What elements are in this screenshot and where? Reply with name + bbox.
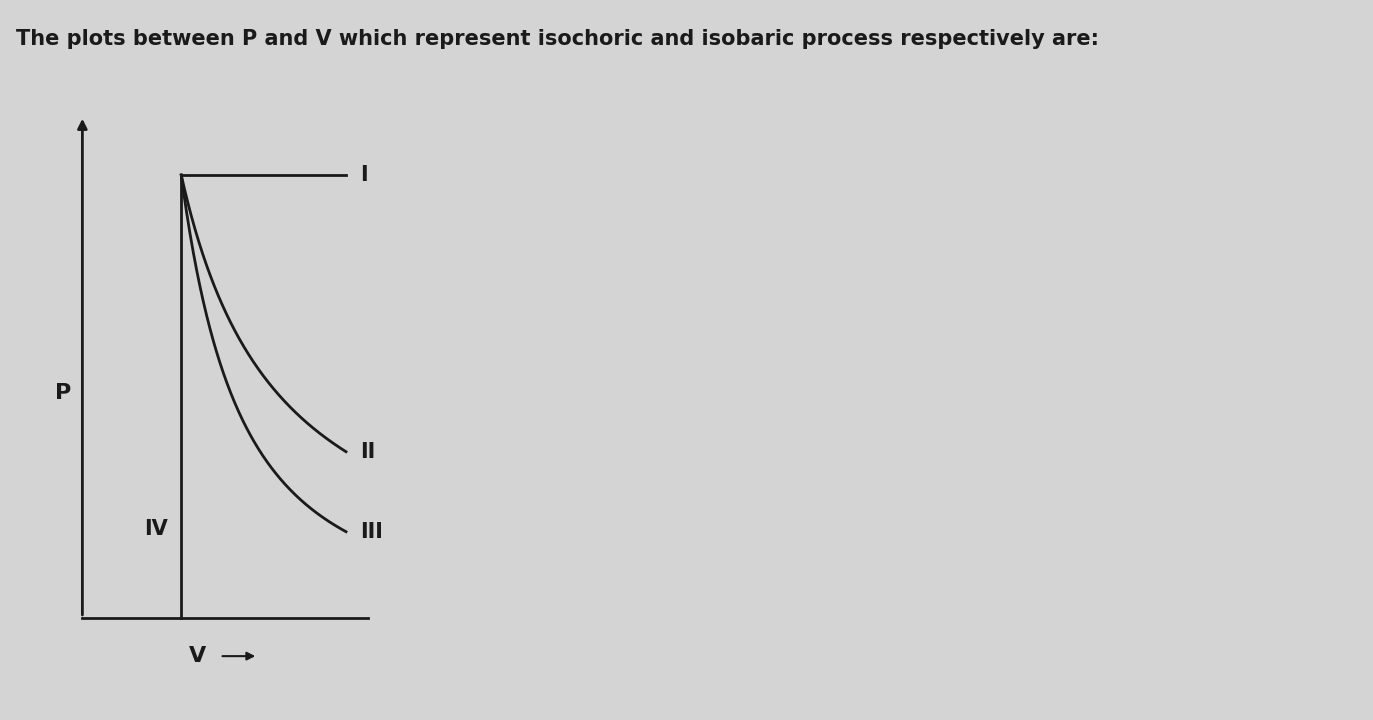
Text: II: II [360, 441, 375, 462]
Text: IV: IV [144, 519, 168, 539]
Text: P: P [55, 384, 71, 403]
Text: III: III [360, 522, 383, 541]
Text: V: V [189, 646, 206, 666]
Text: The plots between P and V which represent isochoric and isobaric process respect: The plots between P and V which represen… [16, 29, 1100, 49]
Text: I: I [360, 165, 368, 185]
